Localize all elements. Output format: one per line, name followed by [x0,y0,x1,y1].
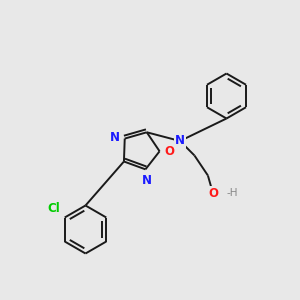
Text: N: N [142,174,152,187]
Text: -H: -H [226,188,238,199]
Text: O: O [164,145,174,158]
Text: O: O [164,145,174,158]
Text: N: N [175,134,185,148]
Text: O: O [208,187,218,200]
Text: N: N [142,174,152,187]
Text: Cl: Cl [47,202,60,214]
Text: N: N [110,130,120,144]
Text: N: N [110,130,120,144]
